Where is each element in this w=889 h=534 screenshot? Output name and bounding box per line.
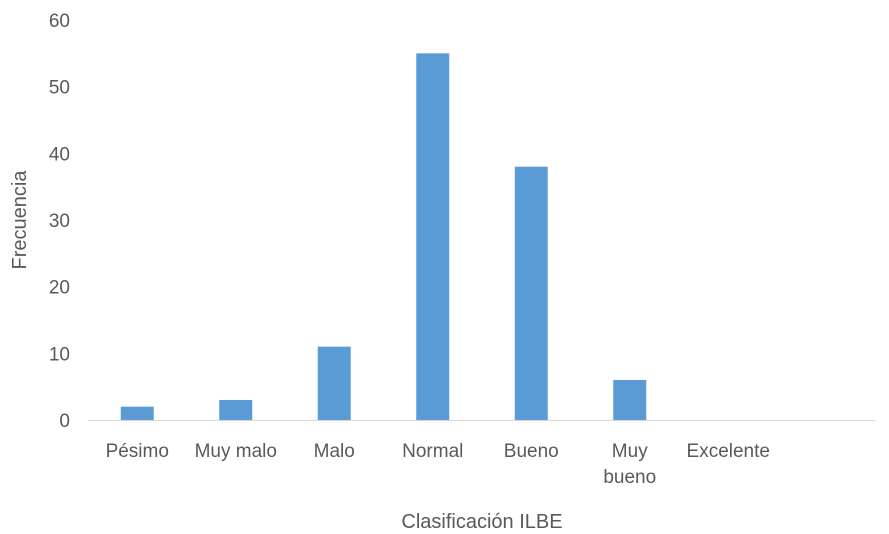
x-tick-label-line: Excelente bbox=[687, 441, 770, 462]
x-axis-title: Clasificación ILBE bbox=[401, 511, 562, 533]
x-tick-label: Muy malo bbox=[195, 441, 277, 462]
x-tick-label-line: Bueno bbox=[504, 441, 559, 462]
x-tick-label: Muy bueno bbox=[603, 441, 656, 488]
x-tick-label-line: Malo bbox=[314, 441, 355, 462]
x-tick-label: Malo bbox=[314, 441, 355, 462]
y-tick-label: 30 bbox=[49, 211, 70, 232]
bar-bueno bbox=[514, 166, 548, 420]
bar-malo bbox=[317, 346, 351, 420]
bar-normal bbox=[416, 53, 450, 420]
y-tick-label: 0 bbox=[59, 411, 70, 432]
x-tick-label: Normal bbox=[402, 441, 463, 462]
x-tick-label-line: Muy bbox=[612, 441, 648, 462]
y-tick-label: 50 bbox=[49, 78, 70, 99]
y-tick-label: 10 bbox=[49, 344, 70, 365]
y-axis-ticks: 0 10 20 30 40 50 60 bbox=[49, 11, 70, 432]
y-tick-label: 60 bbox=[49, 11, 70, 32]
y-tick-label: 40 bbox=[49, 144, 70, 165]
bar-pésimo bbox=[120, 406, 154, 420]
bars-group bbox=[120, 53, 647, 420]
y-axis-title: Frecuencia bbox=[9, 170, 31, 270]
x-axis-labels: Pésimo Muy malo Malo Normal Bueno Muy bueno Exc… bbox=[106, 441, 770, 488]
bar-muy-malo bbox=[219, 400, 253, 420]
x-tick-label-line: bueno bbox=[603, 467, 656, 488]
x-tick-label: Pésimo bbox=[106, 441, 169, 462]
x-tick-label-line: Normal bbox=[402, 441, 463, 462]
x-tick-label: Bueno bbox=[504, 441, 559, 462]
x-tick-label: Excelente bbox=[687, 441, 770, 462]
x-tick-label-line: Pésimo bbox=[106, 441, 169, 462]
bar-muy-bueno bbox=[613, 380, 647, 420]
y-tick-label: 20 bbox=[49, 278, 70, 299]
x-tick-label-line: Muy malo bbox=[195, 441, 277, 462]
